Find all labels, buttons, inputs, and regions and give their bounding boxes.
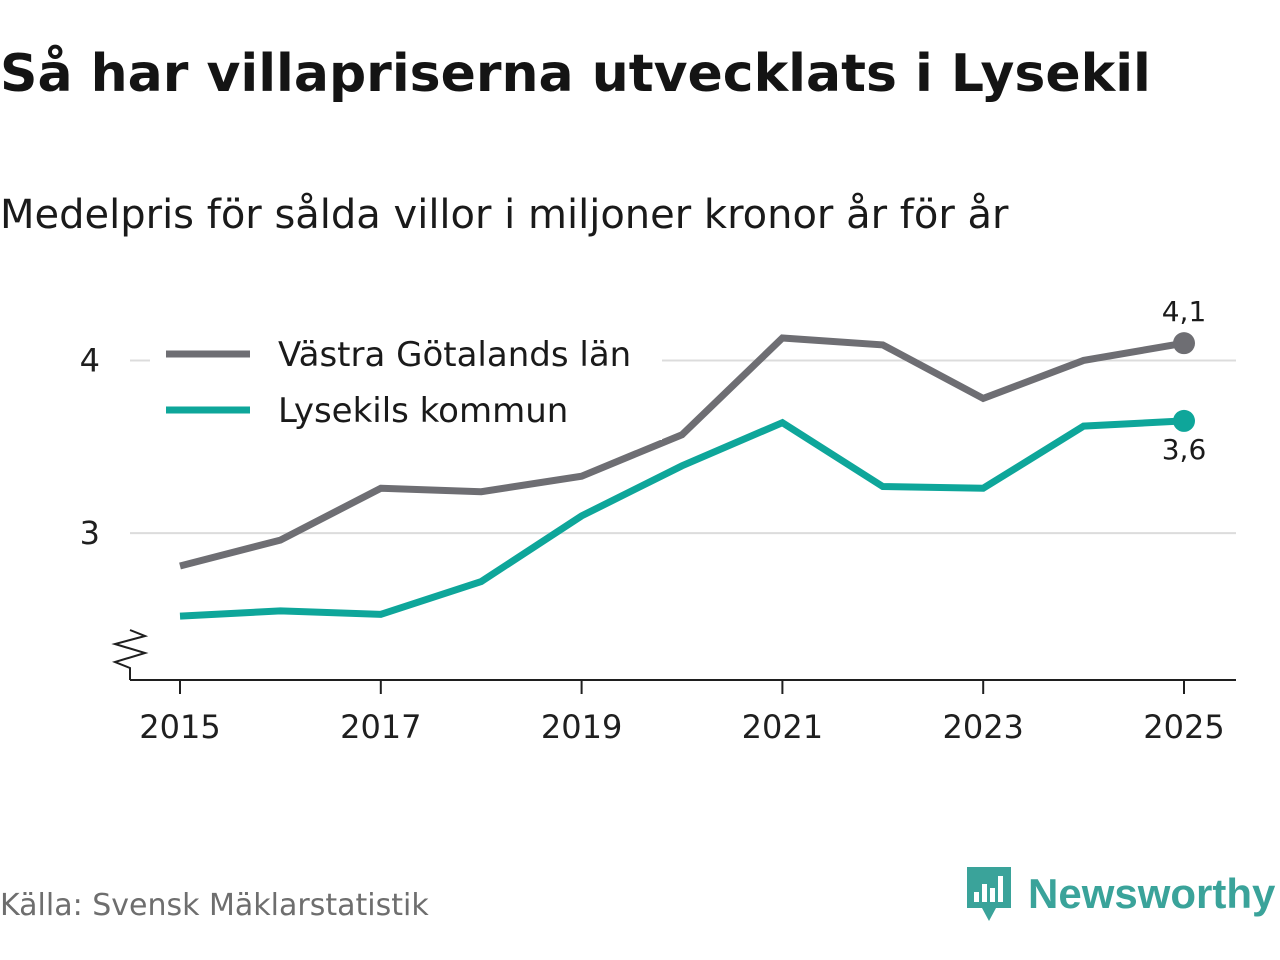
series-end-label-0: 4,1 <box>1162 295 1207 328</box>
y-tick-label-3: 3 <box>80 514 100 552</box>
x-tick-label-2017: 2017 <box>340 708 421 746</box>
brand-logo: Newsworthy <box>964 864 1275 924</box>
legend-label-1: Lysekils kommun <box>278 391 568 431</box>
series-endpoint-0 <box>1173 332 1195 355</box>
series-end-label-1: 3,6 <box>1162 433 1207 466</box>
chart-subtitle: Medelpris för sålda villor i miljoner kr… <box>0 192 1009 238</box>
axes: 3 4 2015 2017 2019 2021 2023 2025 <box>80 341 1236 746</box>
brand-name: Newsworthy <box>1028 870 1276 917</box>
source-note: Källa: Svensk Mäklarstatistik <box>0 888 429 923</box>
series-line-1 <box>179 417 1185 620</box>
x-tick-label-2015: 2015 <box>139 708 220 746</box>
newsworthy-logo-icon <box>967 867 1011 921</box>
x-tick-label-2019: 2019 <box>541 708 622 746</box>
legend-label-0: Västra Götalands län <box>278 335 631 375</box>
legend-background <box>150 322 662 440</box>
x-tick-label-2021: 2021 <box>742 708 823 746</box>
x-tick-label-2023: 2023 <box>942 708 1023 746</box>
series-line-0 <box>179 334 1185 570</box>
legend: Västra Götalands län Lysekils kommun <box>150 322 662 440</box>
series-lines: 4,1 3,6 <box>179 295 1207 620</box>
y-axis-break-icon <box>111 629 149 680</box>
series-endpoint-1 <box>1173 409 1195 432</box>
chart-title: Så har villapriserna utvecklats i Lyseki… <box>0 44 1151 104</box>
x-tick-label-2025: 2025 <box>1143 708 1224 746</box>
y-tick-label-4: 4 <box>80 341 100 379</box>
